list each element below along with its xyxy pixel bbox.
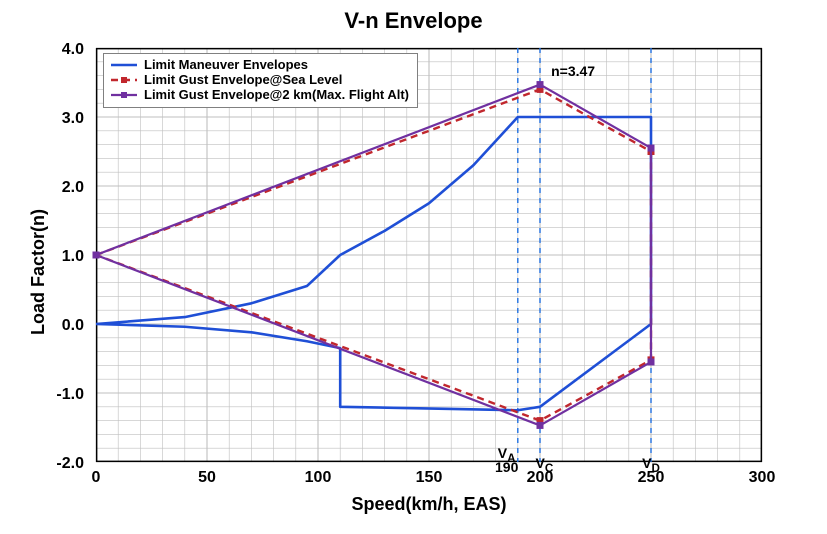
- plot-area: 050100150200250300-2.0-1.00.01.02.03.04.…: [96, 48, 762, 462]
- series-marker-2-3: [648, 359, 654, 365]
- chart-frame: V-n Envelope Load Factor(n) Speed(km/h, …: [0, 0, 827, 534]
- chart-title: V-n Envelope: [0, 8, 827, 34]
- legend-label-2: Limit Gust Envelope@2 km(Max. Flight Alt…: [144, 88, 409, 103]
- y-tick-label: 2.0: [62, 179, 84, 196]
- annotation-3: VC: [536, 455, 554, 475]
- y-axis-label: Load Factor(n): [28, 209, 49, 335]
- y-tick-label: 1.0: [62, 248, 84, 265]
- legend-label-0: Limit Maneuver Envelopes: [144, 58, 308, 73]
- legend: Limit Maneuver EnvelopesLimit Gust Envel…: [103, 53, 418, 108]
- y-tick-label: 4.0: [62, 41, 84, 58]
- legend-swatch-1: [110, 73, 138, 87]
- legend-item-0: Limit Maneuver Envelopes: [110, 58, 409, 73]
- annotation-4: VD: [642, 455, 660, 475]
- y-tick-label: 0.0: [62, 317, 84, 334]
- y-tick-label: 3.0: [62, 110, 84, 127]
- legend-swatch-0: [110, 58, 138, 72]
- y-tick-label: -2.0: [56, 455, 84, 472]
- grid-major: [96, 48, 762, 462]
- legend-item-2: Limit Gust Envelope@2 km(Max. Flight Alt…: [110, 88, 409, 103]
- series-marker-2-5: [93, 252, 99, 258]
- x-tick-label: 150: [416, 469, 443, 486]
- x-tick-label: 50: [198, 469, 216, 486]
- series-marker-2-2: [648, 145, 654, 151]
- x-tick-label: 100: [305, 469, 332, 486]
- annotation-0: n=3.47: [551, 63, 595, 79]
- series-marker-2-4: [537, 422, 543, 428]
- series-line-0: [96, 117, 651, 410]
- x-axis-label: Speed(km/h, EAS): [96, 494, 762, 515]
- x-tick-label: 300: [749, 469, 776, 486]
- legend-swatch-2: [110, 88, 138, 102]
- series-marker-2-1: [537, 82, 543, 88]
- legend-item-1: Limit Gust Envelope@Sea Level: [110, 73, 409, 88]
- y-tick-label: -1.0: [56, 386, 84, 403]
- x-tick-label: 0: [92, 469, 101, 486]
- annotation-2: 190: [495, 459, 518, 475]
- legend-label-1: Limit Gust Envelope@Sea Level: [144, 73, 342, 88]
